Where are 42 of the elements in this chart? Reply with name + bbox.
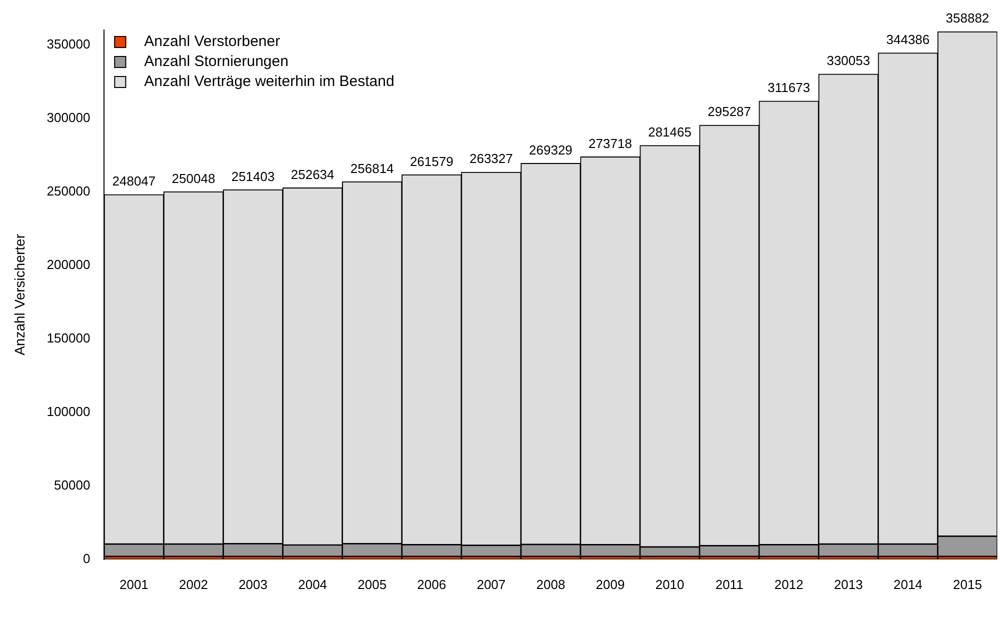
- total-label: 330053: [826, 53, 870, 68]
- x-tick-label: 2011: [715, 576, 744, 592]
- legend-label: Anzahl Stornierungen: [144, 53, 288, 70]
- y-tick-label: 250000: [46, 183, 90, 198]
- x-tick-label: 2003: [238, 576, 268, 592]
- total-label: 295287: [708, 104, 752, 120]
- total-label: 261579: [410, 154, 454, 169]
- total-label: 248047: [112, 174, 156, 189]
- legend-label: Anzahl Verstorbener: [144, 33, 280, 50]
- total-label: 263327: [469, 151, 513, 166]
- total-label: 252634: [290, 166, 334, 182]
- x-tick-label: 2004: [298, 576, 328, 592]
- x-tick-label: 2001: [119, 576, 148, 592]
- legend-label: Anzahl Verträge weiterhin im Bestand: [144, 73, 394, 90]
- x-tick-label: 2009: [596, 576, 625, 592]
- total-label: 256814: [350, 160, 394, 176]
- x-tick-label: 2014: [893, 576, 922, 592]
- total-label: 273718: [588, 136, 632, 151]
- total-label: 344386: [886, 32, 930, 48]
- x-tick-label: 2015: [953, 576, 982, 592]
- x-tick-label: 2013: [834, 576, 863, 592]
- x-tick-label: 2007: [476, 576, 506, 592]
- y-tick-label: 200000: [46, 256, 90, 272]
- total-label: 269329: [529, 142, 572, 158]
- x-tick-label: 2006: [417, 576, 446, 592]
- total-label: 281465: [648, 124, 692, 140]
- y-tick-label: 350000: [46, 36, 90, 52]
- total-label: 358882: [946, 10, 990, 26]
- y-tick-label: 0: [82, 550, 90, 566]
- x-tick-label: 2010: [655, 576, 684, 592]
- x-tick-label: 2005: [358, 576, 387, 592]
- x-tick-label: 2012: [774, 576, 804, 592]
- x-tick-label: 2008: [536, 576, 566, 592]
- y-tick-label: 300000: [46, 110, 90, 125]
- y-tick-label: 50000: [54, 477, 90, 492]
- y-axis-title: Anzahl Versicherter: [11, 234, 28, 356]
- y-tick-label: 100000: [46, 404, 90, 419]
- y-tick-label: 150000: [46, 330, 90, 346]
- x-tick-label: 2002: [179, 576, 208, 592]
- total-label: 250048: [172, 170, 216, 186]
- total-label: 311673: [768, 80, 810, 96]
- total-label: 251403: [231, 168, 275, 184]
